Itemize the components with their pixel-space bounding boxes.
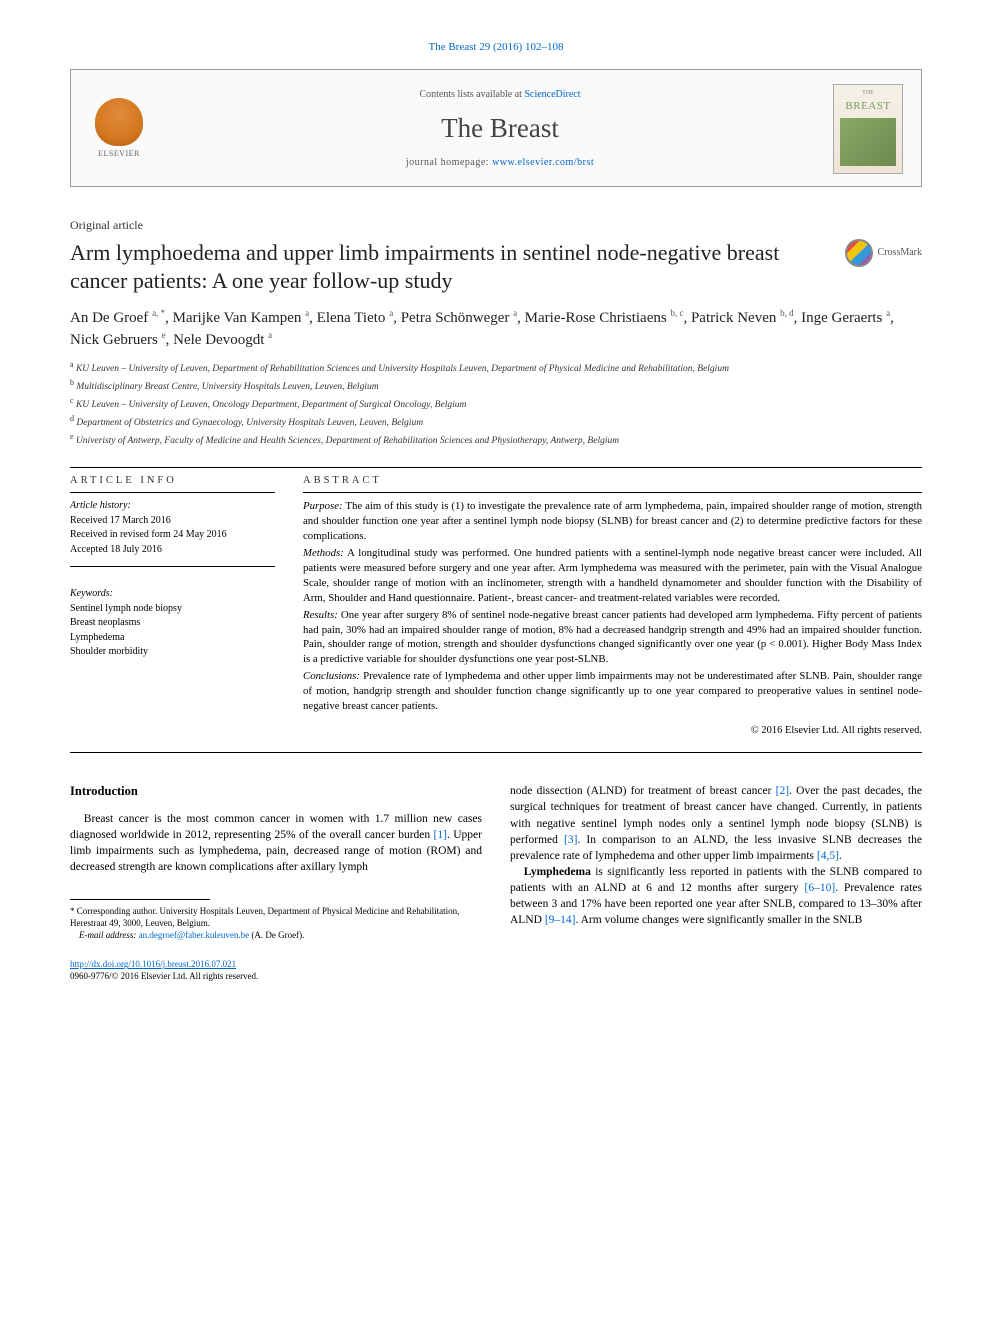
journal-header: ELSEVIER Contents lists available at Sci… [70,69,922,187]
abstract-results: Results: One year after surgery 8% of se… [303,608,922,668]
cover-thumbnail: THE BREAST [833,84,903,174]
ref-4-5[interactable]: [4,5] [817,850,839,862]
keyword: Breast neoplasms [70,616,275,630]
email-author: (A. De Groef). [249,930,304,940]
footer: http://dx.doi.org/10.1016/j.breast.2016.… [70,959,922,982]
issn-line: 0960-9776/© 2016 Elsevier Ltd. All right… [70,971,258,981]
ref-6-10[interactable]: [6–10] [805,882,836,894]
corr-label: * Corresponding author. [70,906,160,916]
cover-image-icon [840,118,896,166]
keyword: Lymphedema [70,631,275,645]
title-row: Arm lymphoedema and upper limb impairmen… [70,239,922,295]
methods-text: A longitudinal study was performed. One … [303,547,922,604]
intro-heading: Introduction [70,783,482,801]
corresponding-footnote: * Corresponding author. University Hospi… [70,906,482,929]
article-title: Arm lymphoedema and upper limb impairmen… [70,239,845,295]
affiliation: c KU Leuven – University of Leuven, Onco… [70,395,922,413]
crossmark-badge[interactable]: CrossMark [845,239,922,267]
results-text: One year after surgery 8% of sentinel no… [303,609,922,666]
keyword: Shoulder morbidity [70,645,275,659]
elsevier-tree-icon [95,98,143,146]
divider [70,467,922,468]
accepted-date: Accepted 18 July 2016 [70,543,275,557]
citation-line: The Breast 29 (2016) 102–108 [70,40,922,55]
contents-prefix: Contents lists available at [419,89,524,100]
email-label: E-mail address: [79,930,136,940]
keyword: Sentinel lymph node biopsy [70,602,275,616]
abstract-conclusions: Conclusions: Prevalence rate of lymphede… [303,669,922,714]
history-label: Article history: [70,499,275,513]
contents-line: Contents lists available at ScienceDirec… [167,88,833,102]
authors: An De Groef a, *, Marijke Van Kampen a, … [70,307,922,351]
email-footnote: E-mail address: an.degroef@faber.kuleuve… [70,930,482,942]
conclusions-label: Conclusions: [303,670,360,682]
p2-d: . [839,850,842,862]
body-col-left: Introduction Breast cancer is the most c… [70,783,482,941]
sub-divider [70,566,275,567]
sciencedirect-link[interactable]: ScienceDirect [524,89,580,100]
ref-1[interactable]: [1] [434,829,447,841]
abstract-purpose: Purpose: The aim of this study is (1) to… [303,499,922,544]
results-label: Results: [303,609,338,621]
cover-title: BREAST [845,99,890,114]
affiliation: d Department of Obstetrics and Gynaecolo… [70,413,922,431]
received-date: Received 17 March 2016 [70,514,275,528]
ref-9-14[interactable]: [9–14] [545,914,576,926]
cover-small-title: THE [862,89,874,97]
purpose-label: Purpose: [303,500,343,512]
keywords-label: Keywords: [70,587,275,601]
p3-c: . Arm volume changes were significantly … [576,914,863,926]
article-type: Original article [70,217,922,233]
info-abstract-row: ARTICLE INFO Article history: Received 1… [70,474,922,738]
revised-date: Received in revised form 24 May 2016 [70,528,275,542]
intro-p2: node dissection (ALND) for treatment of … [510,783,922,863]
methods-label: Methods: [303,547,344,559]
lymphedema-bold: Lymphedema [524,866,591,878]
p2-a: node dissection (ALND) for treatment of … [510,785,776,797]
article-info: ARTICLE INFO Article history: Received 1… [70,474,275,738]
purpose-text: The aim of this study is (1) to investig… [303,500,922,542]
intro-p1: Breast cancer is the most common cancer … [70,811,482,875]
crossmark-icon [845,239,873,267]
crossmark-label: CrossMark [878,246,922,260]
affiliation: e Univeristy of Antwerp, Faculty of Medi… [70,431,922,449]
abstract-methods: Methods: A longitudinal study was perfor… [303,546,922,606]
affiliations: a KU Leuven – University of Leuven, Depa… [70,359,922,449]
copyright: © 2016 Elsevier Ltd. All rights reserved… [303,724,922,738]
ref-2[interactable]: [2] [776,785,789,797]
body-columns: Introduction Breast cancer is the most c… [70,783,922,941]
sub-divider [70,492,275,493]
divider [70,752,922,753]
email-link[interactable]: an.degroef@faber.kuleuven.be [139,930,250,940]
header-center: Contents lists available at ScienceDirec… [167,88,833,169]
homepage-line: journal homepage: www.elsevier.com/brst [167,156,833,170]
elsevier-label: ELSEVIER [98,149,140,160]
intro-p3: Lymphedema is significantly less reporte… [510,864,922,928]
homepage-prefix: journal homepage: [406,157,492,168]
intro-p1-pre: Breast cancer is the most common cancer … [70,813,482,841]
affiliation: a KU Leuven – University of Leuven, Depa… [70,359,922,377]
abstract: ABSTRACT Purpose: The aim of this study … [303,474,922,738]
elsevier-logo: ELSEVIER [89,94,149,164]
ref-3[interactable]: [3] [564,834,577,846]
journal-name: The Breast [167,110,833,146]
homepage-link[interactable]: www.elsevier.com/brst [492,157,594,168]
doi-link[interactable]: http://dx.doi.org/10.1016/j.breast.2016.… [70,959,236,969]
article-info-heading: ARTICLE INFO [70,474,275,488]
abstract-heading: ABSTRACT [303,474,922,488]
conclusions-text: Prevalence rate of lymphedema and other … [303,670,922,712]
keywords-block: Keywords: Sentinel lymph node biopsyBrea… [70,587,275,659]
sub-divider [303,492,922,493]
footnote-separator [70,899,210,900]
affiliation: b Multidisciplinary Breast Centre, Unive… [70,377,922,395]
body-col-right: node dissection (ALND) for treatment of … [510,783,922,941]
